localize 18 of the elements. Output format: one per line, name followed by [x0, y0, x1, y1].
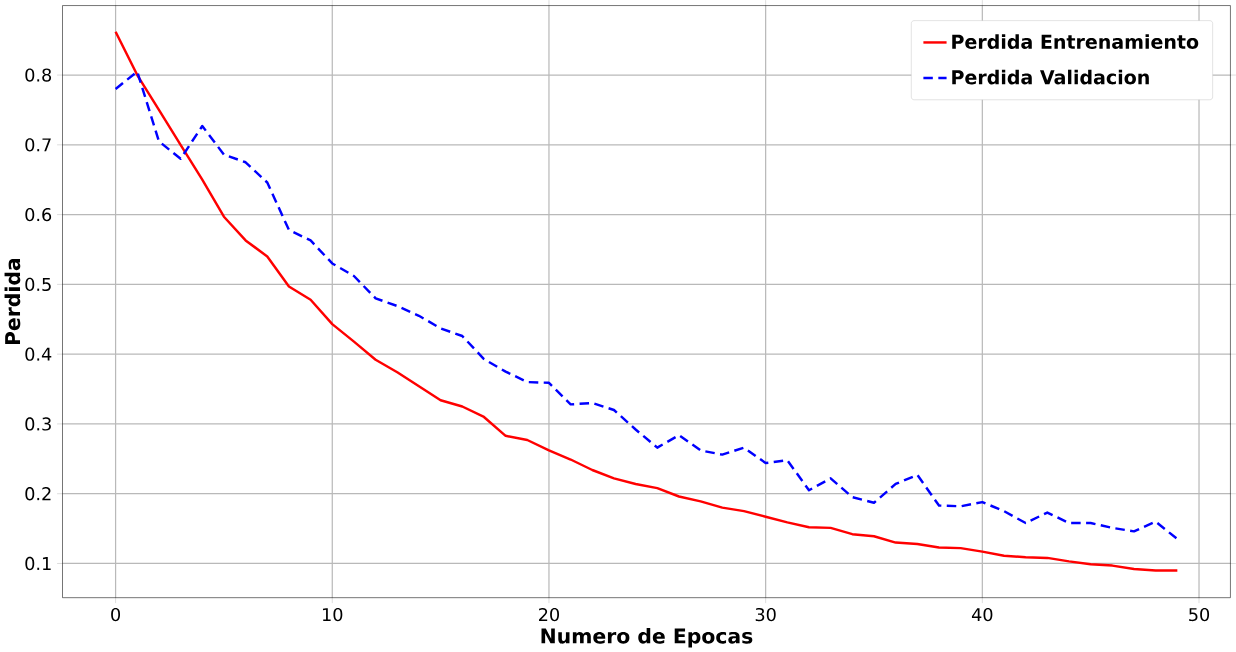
y-tick-label: 0.7: [25, 138, 51, 152]
y-tick-label: 0.1: [25, 556, 51, 571]
y-tick-label: 0.8: [25, 68, 52, 82]
x-tick-label: 0: [111, 607, 121, 622]
x-tick-label: 10: [322, 607, 343, 622]
legend-label: Perdida Validacion: [952, 69, 1149, 85]
x-axis-title: Numero de Epocas: [541, 627, 753, 648]
y-tick-label: 0.3: [25, 417, 51, 431]
x-tick-label: 20: [539, 607, 560, 622]
x-tick-label: 30: [755, 607, 776, 622]
x-tick-label: 40: [971, 607, 993, 622]
y-axis-title: Perdida: [4, 258, 21, 345]
y-tick-label: 0.4: [25, 347, 52, 361]
y-tick-label: 0.2: [25, 486, 51, 501]
y-tick-label: 0.5: [25, 277, 51, 292]
legend-label: Perdida Entrenamiento: [952, 34, 1199, 49]
x-tick-label: 50: [1189, 607, 1210, 622]
y-tick-label: 0.6: [25, 207, 52, 222]
